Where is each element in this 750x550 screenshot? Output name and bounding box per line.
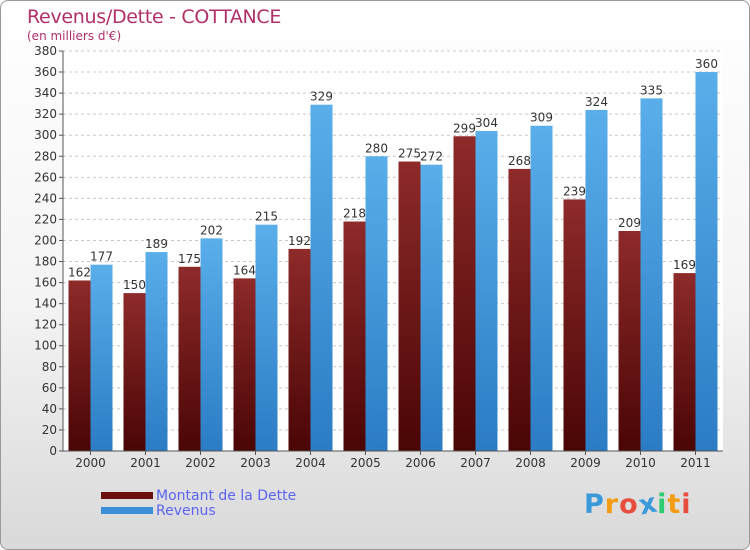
bar-revenus (695, 72, 718, 451)
legend-item-debt: Montant de la Dette (101, 487, 297, 504)
plot-area (63, 51, 723, 451)
bar-dette (398, 161, 421, 452)
bar-dette (343, 221, 366, 451)
bar-revenus (310, 104, 333, 452)
data-label-dette: 299 (453, 121, 476, 135)
y-tick-label: 80 (42, 360, 57, 374)
y-tick-label: 60 (42, 381, 57, 395)
bar-revenus (145, 252, 168, 451)
bar-revenus (420, 164, 443, 451)
x-tick-label: 2005 (350, 456, 381, 470)
data-label-dette: 169 (673, 258, 696, 272)
legend-swatch-revenus (101, 507, 153, 514)
data-label-revenus: 215 (255, 210, 278, 224)
y-tick-label: 20 (42, 423, 57, 437)
data-label-dette: 150 (123, 278, 146, 292)
legend-swatch-debt (101, 492, 153, 499)
x-tick-label: 2008 (515, 456, 546, 470)
x-tick-label: 2001 (130, 456, 161, 470)
bar-revenus (365, 156, 388, 451)
y-tick-label: 180 (34, 255, 57, 269)
y-tick-label: 260 (34, 170, 57, 184)
data-label-dette: 162 (68, 265, 91, 279)
y-tick-label: 340 (34, 86, 57, 100)
x-tick-label: 2004 (295, 456, 326, 470)
y-tick-label: 300 (34, 128, 57, 142)
y-tick-label: 320 (34, 107, 57, 121)
data-label-revenus: 304 (475, 116, 498, 130)
bar-revenus (585, 109, 608, 452)
legend-label-revenus: Revenus (156, 502, 216, 519)
bar-dette (453, 136, 476, 451)
bar-dette (673, 273, 696, 451)
bar-dette (618, 231, 641, 451)
data-label-revenus: 329 (310, 90, 333, 104)
data-label-revenus: 177 (90, 250, 113, 264)
x-tick-label: 2010 (625, 456, 656, 470)
data-label-dette: 209 (618, 216, 641, 230)
data-label-revenus: 189 (145, 237, 168, 251)
legend-label-debt: Montant de la Dette (156, 487, 297, 504)
x-tick-label: 2007 (460, 456, 491, 470)
y-tick-label: 160 (34, 276, 57, 290)
x-tick-label: 2006 (405, 456, 436, 470)
data-label-dette: 164 (233, 263, 256, 277)
bar-dette (123, 293, 146, 451)
bar-dette (178, 266, 201, 451)
data-label-revenus: 202 (200, 223, 223, 237)
bar-revenus (530, 125, 553, 451)
legend-item-revenus: Revenus (101, 502, 296, 519)
bar-revenus (90, 264, 113, 451)
y-tick-label: 380 (34, 44, 57, 58)
y-tick-label: 360 (34, 65, 57, 79)
data-label-dette: 192 (288, 234, 311, 248)
bar-revenus (200, 238, 223, 451)
bar-dette (68, 280, 91, 451)
x-tick-label: 2009 (570, 456, 601, 470)
data-label-dette: 175 (178, 252, 201, 266)
legend: Montant de la Dette Revenus (101, 487, 297, 519)
y-tick-label: 240 (34, 191, 57, 205)
y-tick-label: 0 (49, 444, 57, 458)
data-label-revenus: 360 (695, 57, 718, 71)
data-label-dette: 268 (508, 154, 531, 168)
data-label-revenus: 335 (640, 83, 663, 97)
proxiti-logo: Proxiti (584, 487, 692, 522)
data-label-revenus: 272 (420, 150, 443, 164)
x-tick-label: 2002 (185, 456, 216, 470)
y-tick-label: 140 (34, 297, 57, 311)
x-tick-label: 2000 (75, 456, 106, 470)
bar-dette (508, 168, 531, 452)
chart-title: Revenus/Dette - COTTANCE (27, 6, 282, 28)
bar-dette (233, 278, 256, 451)
bar-revenus (255, 224, 278, 451)
y-tick-label: 120 (34, 318, 57, 332)
data-label-revenus: 324 (585, 95, 608, 109)
y-tick-label: 200 (34, 233, 57, 247)
y-tick-label: 220 (34, 212, 57, 226)
bar-revenus (640, 98, 663, 452)
bar-dette (563, 199, 586, 451)
data-label-revenus: 280 (365, 141, 388, 155)
bar-revenus (475, 131, 498, 451)
y-tick-label: 40 (42, 402, 57, 416)
data-label-dette: 275 (398, 147, 421, 161)
data-label-revenus: 309 (530, 111, 553, 125)
data-label-dette: 218 (343, 207, 366, 221)
x-tick-label: 2003 (240, 456, 271, 470)
y-tick-label: 100 (34, 339, 57, 353)
data-label-dette: 239 (563, 184, 586, 198)
x-tick-label: 2011 (680, 456, 711, 470)
chart-subtitle: (en milliers d'€) (27, 29, 122, 43)
bar-dette (288, 248, 311, 451)
y-tick-label: 280 (34, 149, 57, 163)
